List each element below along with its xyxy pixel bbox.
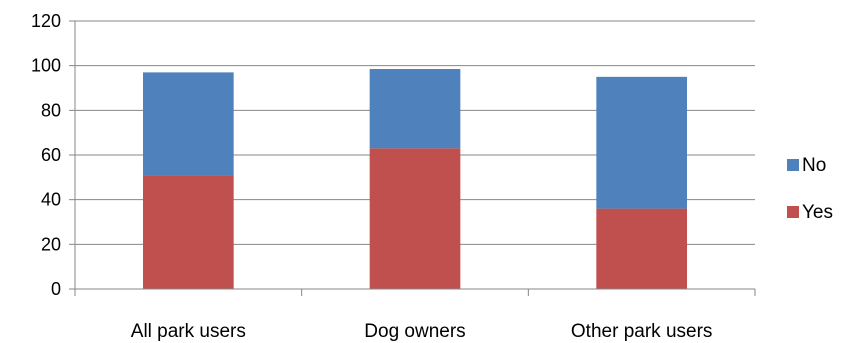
x-tick-labels: All park users Dog owners Other park users	[131, 321, 713, 342]
bar-yes-other-park-users	[596, 208, 687, 289]
y-tick-label: 120	[31, 11, 61, 31]
legend: No Yes	[787, 155, 833, 223]
legend-label-yes: Yes	[802, 202, 833, 223]
y-tick-label: 20	[41, 234, 61, 254]
y-tick-label: 0	[51, 279, 61, 299]
bar-yes-all-park-users	[143, 175, 234, 289]
bar-yes-dog-owners	[369, 148, 461, 289]
y-tick-label: 100	[31, 56, 61, 76]
bar-no-other-park-users	[596, 76, 687, 209]
y-tick-label: 80	[41, 100, 61, 120]
y-tick-label: 60	[41, 145, 61, 165]
y-tick-labels: 0 20 40 60 80 100 120	[31, 11, 61, 299]
bar-no-dog-owners	[369, 69, 461, 149]
bar-no-all-park-users	[143, 72, 234, 176]
legend-swatch-no	[787, 159, 799, 171]
x-category-label: Dog owners	[364, 321, 465, 342]
y-tick-label: 40	[41, 190, 61, 210]
bars	[143, 69, 687, 289]
legend-label-no: No	[802, 155, 826, 176]
legend-swatch-yes	[787, 206, 799, 218]
x-category-label: All park users	[131, 321, 246, 342]
x-category-label: Other park users	[571, 321, 713, 342]
axes	[69, 20, 756, 296]
